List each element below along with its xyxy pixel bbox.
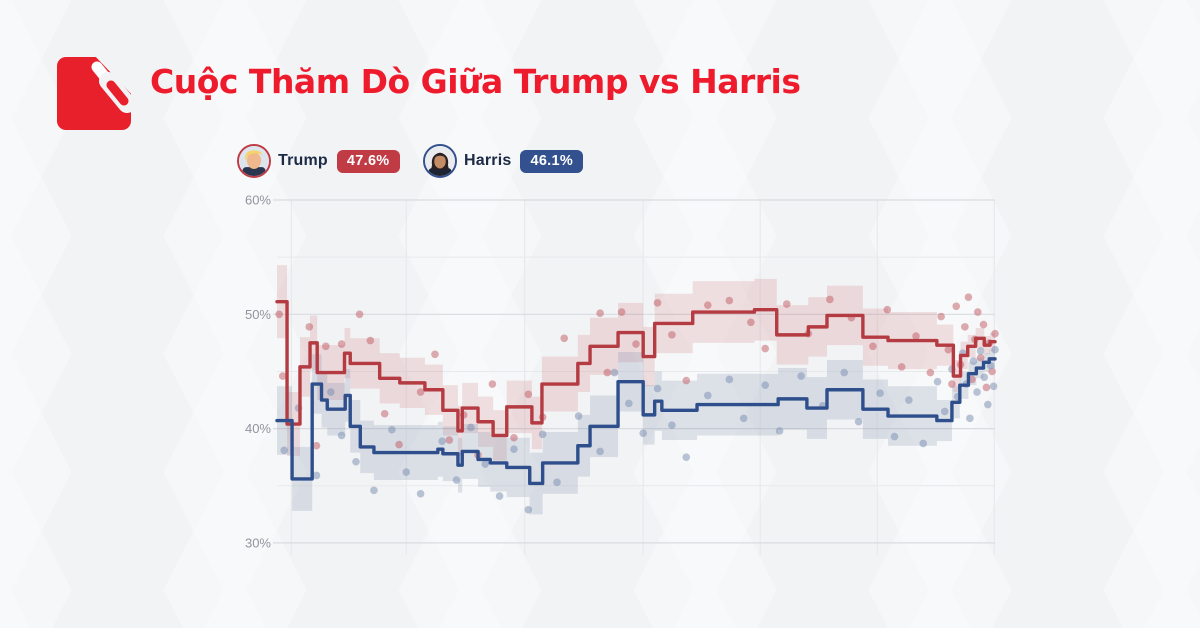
svg-text:30%: 30% (245, 535, 271, 550)
polling-chart: 60% 50% 40% 30% (230, 192, 1020, 577)
harris-band (277, 349, 995, 515)
legend-value-trump: 47.6% (336, 149, 400, 173)
y-axis-labels: 60% 50% 40% 30% (245, 193, 271, 551)
legend-value-harris: 46.1% (520, 149, 584, 173)
trump-avatar-image (239, 146, 269, 176)
legend-item-harris: Harris 46.1% (423, 144, 584, 178)
svg-text:40%: 40% (245, 421, 271, 436)
svg-text:60%: 60% (245, 193, 271, 208)
legend-name-harris: Harris (464, 152, 512, 169)
legend-name-trump: Trump (278, 152, 328, 169)
polling-chart-svg: 60% 50% 40% 30% (245, 193, 999, 555)
legend-item-trump: Trump 47.6% (237, 144, 400, 178)
trump-line (275, 300, 997, 438)
page-title: Cuộc Thăm Dò Giữa Trump vs Harris (150, 62, 801, 101)
gridlines (273, 199, 995, 555)
harris-avatar (423, 144, 457, 178)
harris-avatar-image (425, 146, 455, 176)
poll-scatter (275, 293, 999, 514)
brand-logo-mark (57, 54, 136, 130)
svg-text:50%: 50% (245, 307, 271, 322)
harris-line (275, 357, 997, 486)
trump-avatar (237, 144, 271, 178)
brand-logo (57, 54, 136, 131)
